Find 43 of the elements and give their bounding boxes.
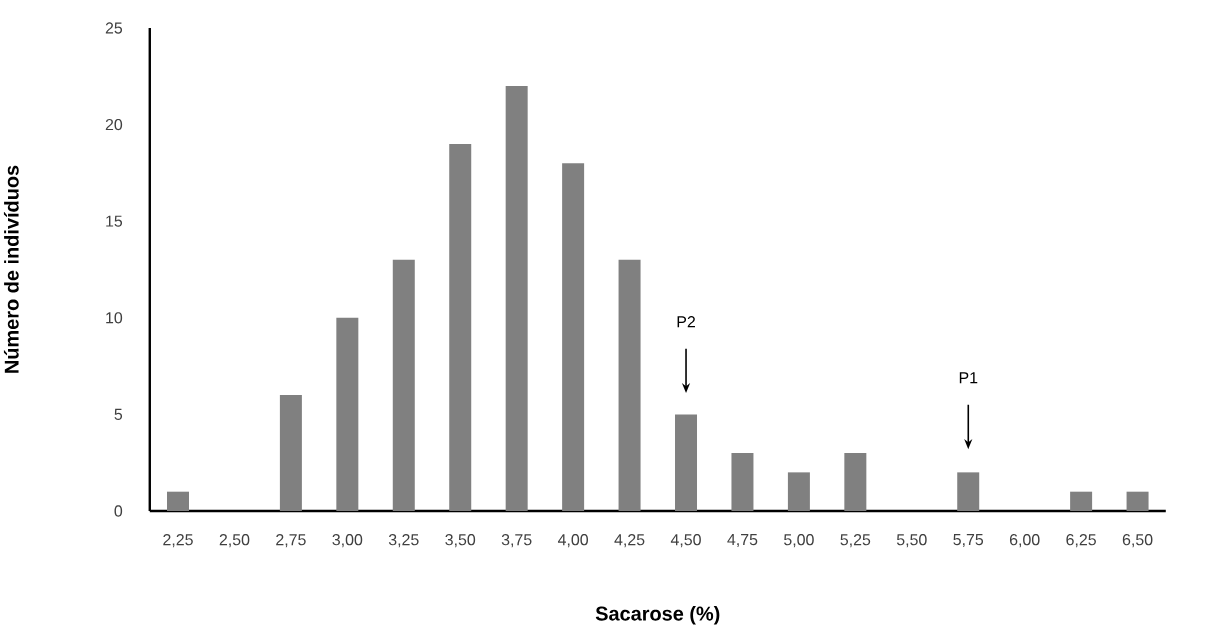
x-axis-title: Sacarose (%) bbox=[595, 606, 720, 625]
x-tick-label: 2,25 bbox=[163, 534, 193, 548]
y-tick-label: 25 bbox=[105, 22, 123, 34]
bar bbox=[336, 317, 359, 511]
x-tick-label: 5,50 bbox=[896, 534, 927, 548]
annotation: P2 bbox=[677, 316, 695, 328]
bar bbox=[844, 453, 867, 511]
x-tick-label: 3,75 bbox=[501, 534, 532, 548]
x-tick-label: 6,00 bbox=[1009, 534, 1040, 548]
y-axis-title: Número de indivíduos bbox=[3, 165, 19, 373]
x-tick-label: 3,00 bbox=[332, 534, 363, 548]
x-tick-label: 4,00 bbox=[557, 534, 589, 548]
x-tick-label: 6,25 bbox=[1066, 534, 1096, 548]
y-tick-label: 5 bbox=[114, 408, 123, 420]
x-tick-label: 5,25 bbox=[840, 534, 871, 548]
x-tick-label: 4,50 bbox=[670, 534, 701, 548]
x-tick-label: 3,50 bbox=[445, 534, 476, 548]
bar bbox=[1070, 491, 1093, 511]
annotation: P1 bbox=[959, 372, 978, 384]
bar bbox=[392, 259, 415, 511]
x-tick-label: 5,75 bbox=[953, 534, 984, 548]
bar bbox=[675, 414, 698, 511]
bar bbox=[449, 143, 472, 511]
x-tick-label: 4,25 bbox=[614, 534, 645, 548]
bar bbox=[1126, 491, 1149, 511]
y-tick-label: 10 bbox=[106, 312, 123, 324]
x-tick-label: 6,50 bbox=[1122, 534, 1153, 548]
x-tick-label: 5,00 bbox=[784, 534, 814, 548]
bar bbox=[731, 453, 754, 511]
bar bbox=[279, 395, 302, 511]
y-tick-label: 20 bbox=[105, 118, 123, 131]
bar bbox=[505, 85, 528, 511]
bar bbox=[167, 491, 189, 511]
x-tick-label: 3,25 bbox=[388, 534, 419, 548]
bar bbox=[618, 259, 641, 511]
y-tick-label: 0 bbox=[114, 505, 123, 517]
bar bbox=[957, 472, 980, 511]
x-tick-label: 2,75 bbox=[276, 534, 306, 548]
x-tick-label: 2,50 bbox=[219, 534, 250, 548]
y-tick-label: 15 bbox=[106, 215, 123, 227]
bar bbox=[562, 163, 585, 511]
x-tick-label: 4,75 bbox=[727, 534, 758, 548]
bar bbox=[787, 472, 810, 511]
